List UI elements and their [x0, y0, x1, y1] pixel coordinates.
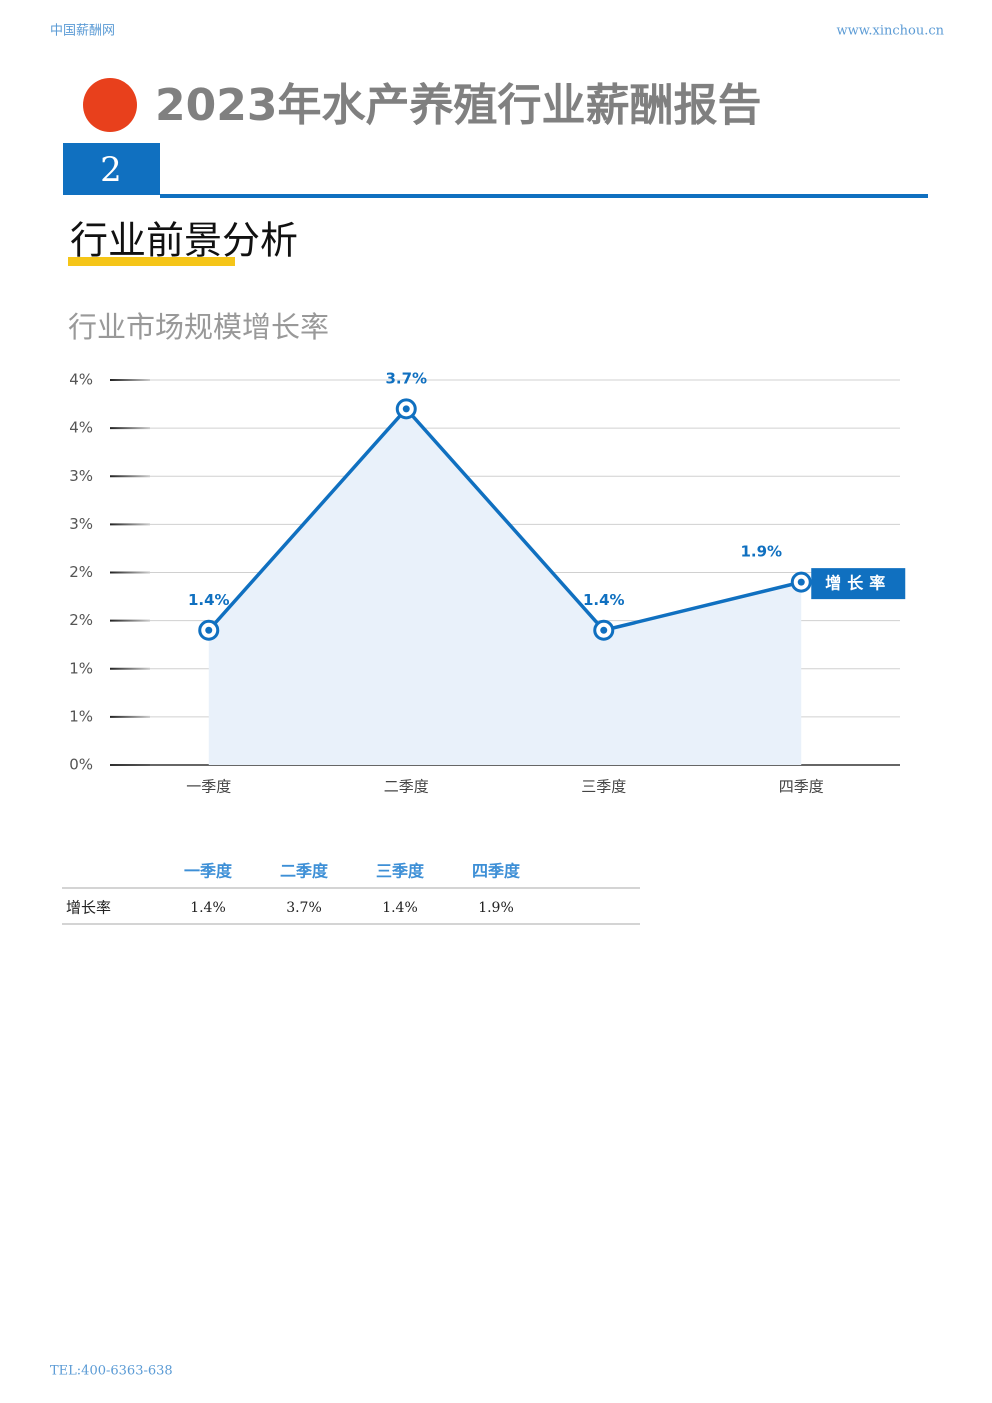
marker-dot: [600, 626, 608, 634]
series-name: 增长率: [825, 574, 891, 593]
x-tick-label: 三季度: [581, 778, 626, 796]
series-tag: [811, 568, 906, 600]
table-cell: 1.9%: [478, 900, 514, 916]
tick-mark: [110, 667, 150, 670]
table-header: 三季度: [376, 862, 425, 881]
footer-tel: TEL:400-6363-638: [50, 1364, 173, 1379]
y-tick-label: 2%: [69, 611, 93, 629]
section-number: 2: [100, 150, 122, 190]
data-label: 1.4%: [188, 591, 230, 609]
data-label: 1.9%: [740, 543, 782, 561]
area: [208, 408, 802, 765]
section-rule: [160, 194, 928, 198]
y-tick-label: 1%: [69, 707, 93, 725]
data-label: 3.7%: [385, 369, 427, 387]
table-row-label: 增长率: [66, 899, 111, 917]
tick-mark: [110, 619, 150, 622]
y-tick-label: 4%: [69, 419, 93, 437]
data-label: 1.4%: [583, 591, 625, 609]
tick-mark: [110, 475, 150, 478]
y-tick-label: 2%: [69, 563, 93, 581]
site-name: 中国薪酬网: [50, 24, 115, 39]
tick-mark: [110, 523, 150, 526]
tick-mark: [110, 427, 150, 430]
table-cell: 3.7%: [286, 900, 322, 916]
y-tick-label: 1%: [69, 659, 93, 677]
marker-dot: [797, 578, 805, 586]
x-tick-label: 四季度: [779, 778, 824, 796]
x-tick-label: 二季度: [384, 778, 429, 796]
table-header: 一季度: [184, 862, 233, 881]
section-box: [63, 143, 160, 195]
y-tick-label: 4%: [69, 371, 93, 389]
tick-mark: [110, 379, 150, 381]
marker-dot: [402, 405, 410, 413]
line: [207, 406, 802, 633]
table-header: 二季度: [280, 862, 329, 881]
y-tick-label: 3%: [69, 515, 93, 533]
tick-mark: [110, 715, 150, 718]
y-tick-label: 0%: [69, 756, 93, 774]
marker-dot: [205, 626, 213, 634]
x-tick-label: 一季度: [186, 778, 231, 796]
section-heading: 行业前景分析: [70, 219, 298, 263]
heading-underline: [68, 257, 235, 266]
title-dot: [83, 78, 137, 132]
table-cell: 1.4%: [190, 900, 226, 916]
table-header: 四季度: [472, 862, 521, 881]
tick-mark: [110, 571, 150, 574]
y-tick-label: 3%: [69, 467, 93, 485]
site-url: www.xinchou.cn: [837, 24, 945, 39]
chart-title: 行业市场规模增长率: [68, 310, 329, 344]
table-cell: 1.4%: [382, 900, 418, 916]
report-title: 2023年水产养殖行业薪酬报告: [155, 80, 761, 131]
